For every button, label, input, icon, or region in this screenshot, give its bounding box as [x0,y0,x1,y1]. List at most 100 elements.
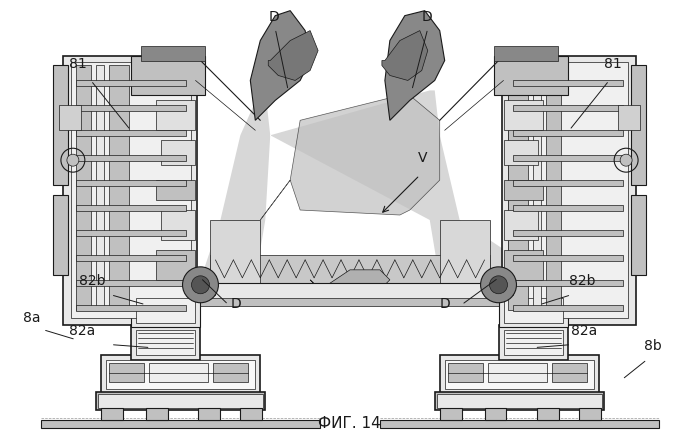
Bar [199,409,220,420]
Bar [514,255,623,261]
Polygon shape [385,10,445,120]
Bar [488,363,547,382]
Bar [538,409,559,420]
Bar [514,205,623,211]
Bar [149,363,208,382]
Bar [503,298,563,323]
Bar [484,275,514,295]
Bar [503,101,543,130]
Bar [435,392,604,410]
Bar [131,55,206,95]
Bar [437,395,603,409]
Bar [136,329,196,354]
Bar [631,195,646,275]
Bar [101,409,123,420]
Circle shape [192,276,210,294]
Bar [145,409,168,420]
Bar [76,205,185,211]
Bar [63,55,198,325]
Bar [210,220,260,290]
Text: 82b: 82b [569,274,596,288]
Bar [501,55,636,325]
Bar [503,250,543,280]
Text: D: D [268,10,279,24]
Bar [76,80,185,87]
Bar [514,305,623,311]
Bar [71,62,191,318]
Bar [503,210,538,240]
Bar [131,325,201,360]
Polygon shape [250,10,310,120]
Text: ФИГ. 14: ФИГ. 14 [318,416,381,431]
Text: D: D [231,297,241,311]
Bar [76,305,185,311]
Bar [447,363,482,382]
Polygon shape [382,31,428,80]
Bar [498,325,568,360]
Circle shape [67,154,79,166]
Text: D: D [440,297,450,311]
Circle shape [182,267,218,303]
Polygon shape [268,31,318,80]
Text: 82a: 82a [571,324,598,338]
Bar [76,180,185,186]
Bar [76,255,185,261]
Bar [161,140,196,165]
Bar [136,298,196,323]
Bar [503,329,563,354]
Bar [76,280,185,286]
Bar [514,230,623,236]
Bar [53,195,68,275]
Bar [131,295,201,326]
Bar [514,155,623,161]
Text: V: V [418,151,427,165]
Bar [196,283,505,301]
Bar [109,363,144,382]
Bar [59,105,81,130]
Bar [498,295,568,326]
Text: 8a: 8a [23,311,41,325]
Bar [53,66,68,185]
Text: 82b: 82b [79,274,106,288]
Bar [210,255,489,290]
Bar [618,105,640,130]
Text: 81: 81 [69,58,87,72]
Bar [440,220,489,290]
Text: 81: 81 [604,58,622,72]
Bar [196,298,505,306]
Bar [106,360,255,389]
Bar [445,360,594,389]
Polygon shape [310,270,390,290]
Bar [508,66,528,310]
Bar [213,363,248,382]
Bar [514,105,623,111]
Bar [156,101,196,130]
Circle shape [481,267,517,303]
Polygon shape [196,90,505,295]
Bar [185,275,215,295]
Bar [514,130,623,136]
Bar [96,66,103,310]
Bar [493,55,568,95]
Bar [76,66,91,310]
Text: 82a: 82a [69,324,95,338]
Bar [41,420,320,428]
Bar [76,105,185,111]
Bar [76,155,185,161]
Bar [631,66,646,185]
Text: 8b: 8b [644,339,662,353]
Bar [440,409,461,420]
Bar [140,45,206,60]
Bar [503,180,543,200]
Bar [440,354,599,395]
Bar [109,66,129,310]
Bar [156,250,196,280]
Bar [161,210,196,240]
Bar [240,409,262,420]
Bar [503,140,538,165]
Bar [98,395,264,409]
Polygon shape [260,95,440,220]
Bar [76,130,185,136]
Bar [514,280,623,286]
Bar [508,62,628,318]
